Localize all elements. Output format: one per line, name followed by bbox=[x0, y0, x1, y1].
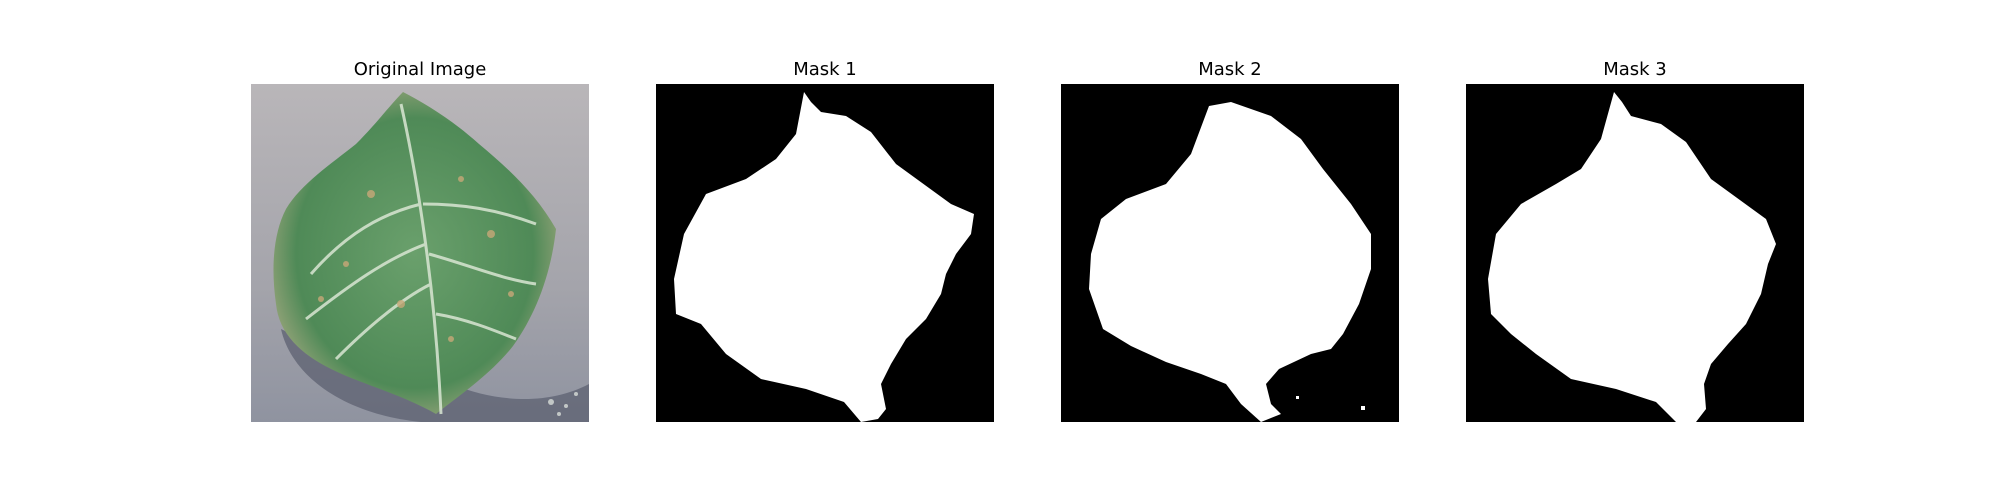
mask-3-panel: Mask 3 bbox=[1466, 0, 1804, 500]
mask-1-title: Mask 1 bbox=[793, 59, 857, 80]
mask-1-image bbox=[656, 84, 994, 422]
original-leaf-image bbox=[251, 84, 589, 422]
mask-2-title: Mask 2 bbox=[1198, 59, 1262, 80]
mask-2-image bbox=[1061, 84, 1399, 422]
mask-3-title: Mask 3 bbox=[1603, 59, 1667, 80]
mask-3-image bbox=[1466, 84, 1804, 422]
original-image-title: Original Image bbox=[353, 59, 487, 80]
original-image-panel: Original Image bbox=[251, 0, 589, 500]
mask-2-panel: Mask 2 bbox=[1061, 0, 1399, 500]
mask-1-panel: Mask 1 bbox=[656, 0, 994, 500]
